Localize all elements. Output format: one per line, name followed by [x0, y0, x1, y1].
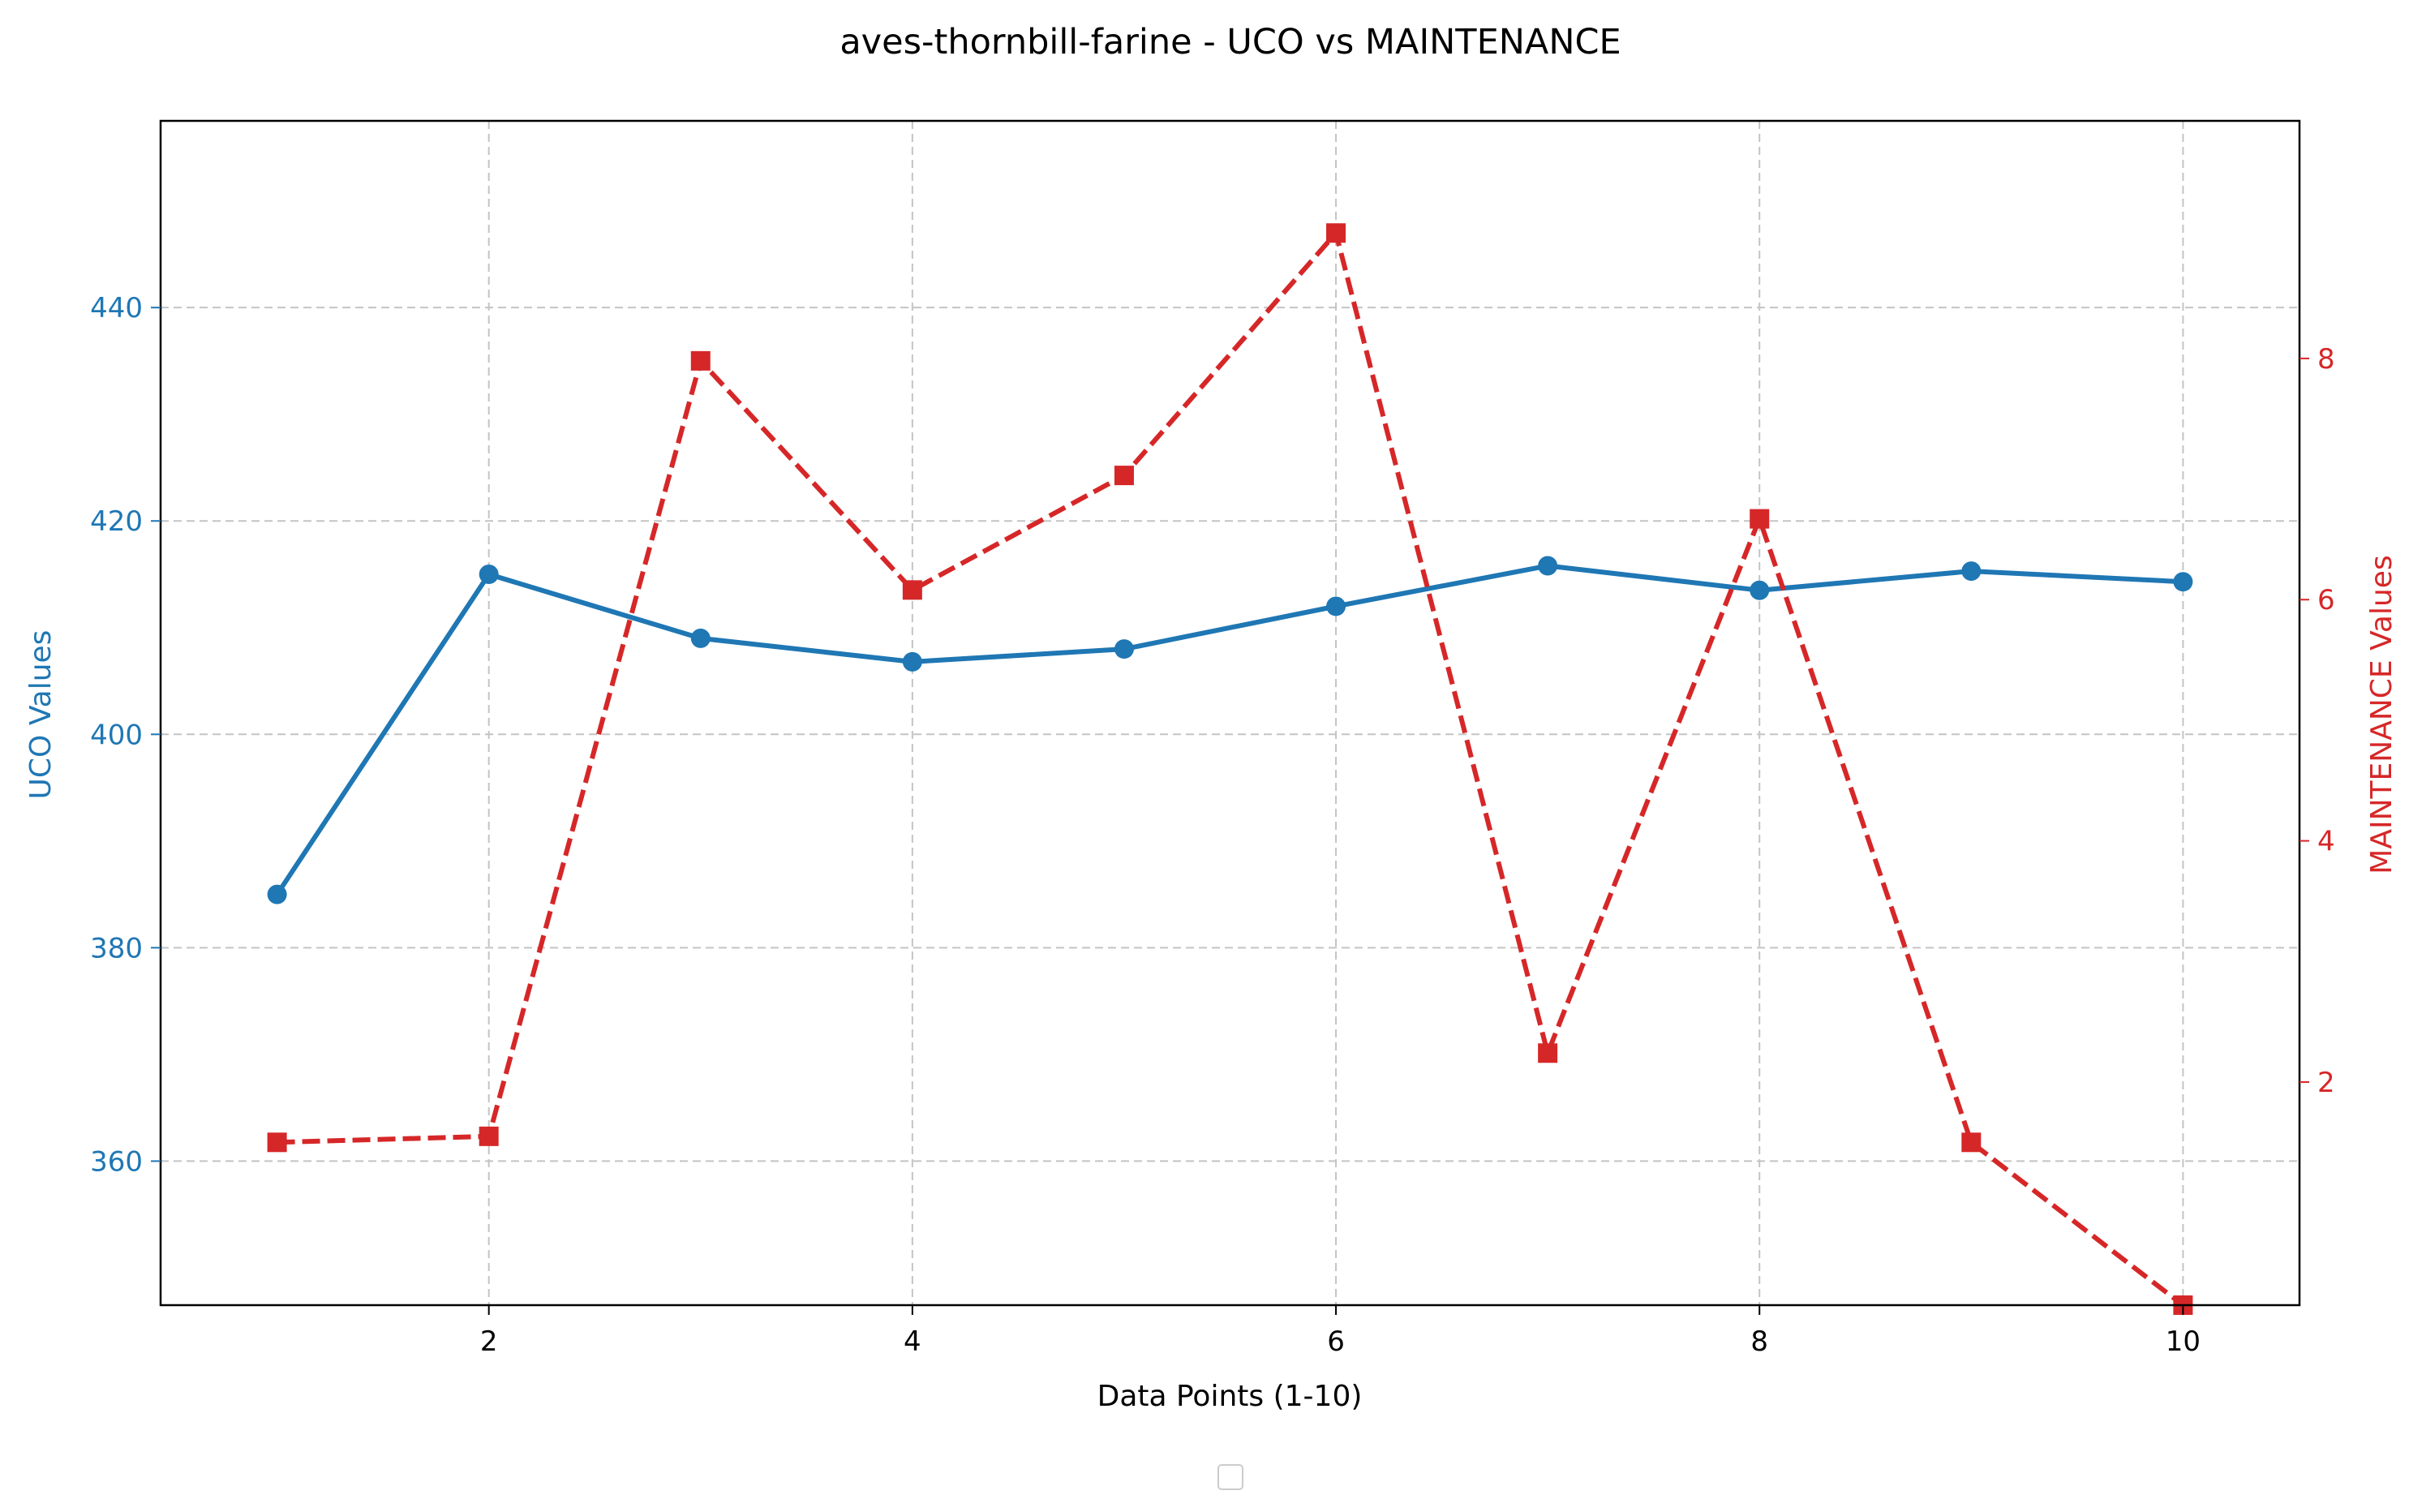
- axes-layer: 2 4 6 8 10 360 380 400 420 440 2 4 6 8: [90, 292, 2335, 1358]
- uco-line: [275, 563, 2184, 896]
- plot-frame: [159, 119, 2301, 1307]
- maintenance-point: [1538, 1043, 1558, 1063]
- x-tick-label: 4: [904, 1325, 921, 1358]
- maintenance-point: [1961, 1132, 1982, 1153]
- uco-point: [1750, 580, 1770, 600]
- uco-point: [1961, 561, 1982, 582]
- y-axis-right-label: MAINTENANCE Values: [2365, 555, 2398, 874]
- y-right-tick-label: 8: [2317, 343, 2335, 376]
- uco-series: [267, 556, 2193, 904]
- maintenance-point: [1114, 466, 1134, 486]
- chart-title: aves-thornbill-farine - UCO vs MAINTENAN…: [840, 22, 1621, 62]
- y-axis-left-label: UCO Values: [24, 630, 58, 800]
- y-left-tick-label: 440: [90, 292, 143, 324]
- series-layer: [267, 223, 2193, 1315]
- grid-layer: [161, 121, 2300, 1305]
- x-tick-label: 2: [480, 1325, 498, 1358]
- uco-point: [1538, 556, 1558, 576]
- legend-box: [1217, 1464, 1243, 1490]
- maintenance-point: [1326, 223, 1346, 243]
- x-tick-label: 6: [1327, 1325, 1345, 1358]
- maintenance-point: [902, 580, 922, 600]
- y-left-tick-label: 400: [90, 719, 143, 751]
- y-right-tick-label: 6: [2317, 584, 2335, 616]
- x-tick-label: 10: [2166, 1325, 2201, 1358]
- y-left-tick-label: 380: [90, 932, 143, 964]
- uco-point: [2173, 572, 2193, 592]
- uco-point: [479, 565, 499, 585]
- y-right-tick-label: 2: [2317, 1067, 2335, 1099]
- uco-point: [267, 884, 287, 904]
- uco-point: [902, 651, 922, 672]
- x-axis-label: Data Points (1-10): [1097, 1380, 1363, 1413]
- y-left-tick-label: 360: [90, 1145, 143, 1178]
- y-right-tick-label: 4: [2317, 826, 2335, 858]
- maintenance-point: [1750, 509, 1770, 529]
- maintenance-point: [690, 350, 711, 371]
- maintenance-line: [277, 230, 2185, 1308]
- maintenance-point: [267, 1132, 287, 1153]
- uco-point: [1114, 639, 1134, 659]
- uco-point: [1326, 596, 1346, 616]
- y-left-tick-label: 420: [90, 505, 143, 538]
- maintenance-point: [479, 1126, 499, 1146]
- x-tick-label: 8: [1750, 1325, 1768, 1358]
- maintenance-series: [267, 223, 2193, 1315]
- uco-point: [690, 628, 711, 648]
